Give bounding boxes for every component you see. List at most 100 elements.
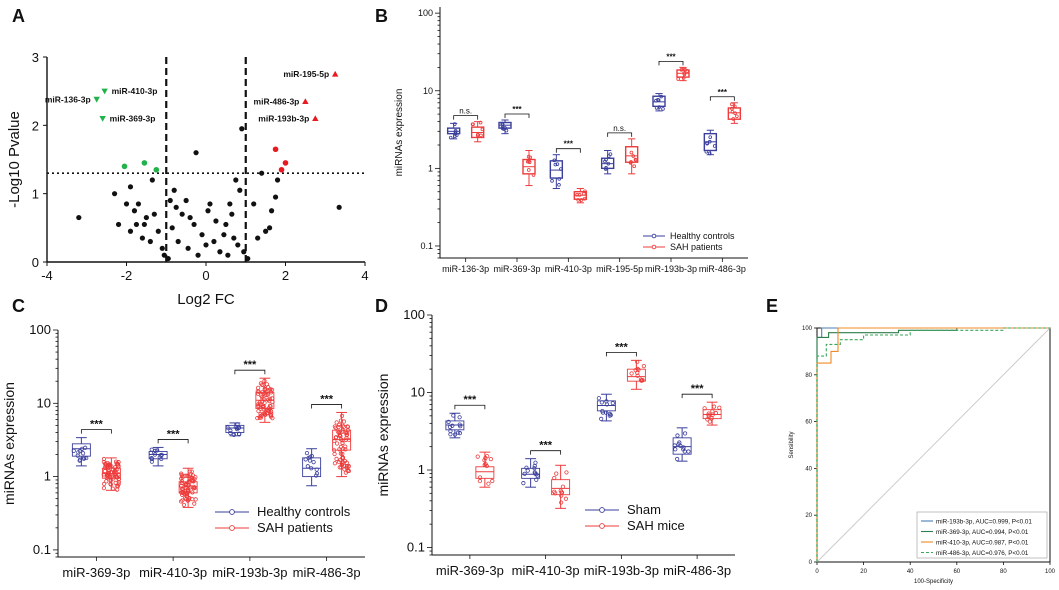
data-point bbox=[179, 479, 184, 484]
volcano-point-ns bbox=[336, 204, 342, 210]
volcano-point-ns bbox=[139, 235, 145, 241]
data-point bbox=[193, 497, 198, 502]
data-point bbox=[681, 76, 686, 80]
legend-label: miR-486-3p, AUC=0.976, P<0.01 bbox=[936, 550, 1029, 557]
data-point bbox=[717, 405, 722, 410]
data-point bbox=[270, 396, 275, 401]
data-point bbox=[657, 105, 662, 109]
y-tick-label: 40 bbox=[805, 466, 812, 472]
volcano-point-ns bbox=[251, 201, 257, 207]
data-point bbox=[713, 410, 719, 416]
data-point bbox=[261, 383, 266, 388]
data-point bbox=[185, 498, 190, 503]
data-point bbox=[661, 107, 665, 111]
data-point bbox=[233, 424, 238, 430]
data-point bbox=[702, 406, 707, 411]
volcano-point-ns bbox=[165, 255, 171, 262]
data-point bbox=[451, 413, 456, 418]
x-tick-label: miR-369-3p bbox=[436, 563, 504, 578]
data-point bbox=[604, 399, 609, 404]
data-point bbox=[116, 464, 121, 469]
data-point bbox=[255, 388, 260, 394]
data-point bbox=[446, 419, 451, 424]
data-point bbox=[522, 471, 527, 476]
significance-label: *** bbox=[320, 393, 334, 405]
data-point bbox=[483, 455, 488, 461]
data-point bbox=[673, 447, 678, 452]
significance-label: *** bbox=[666, 52, 676, 61]
volcano-point-down bbox=[153, 166, 160, 173]
significance-bracket bbox=[454, 404, 486, 410]
y-tick-label: 100 bbox=[29, 322, 51, 337]
volcano-point-up bbox=[272, 146, 279, 153]
y-tick-label: 1 bbox=[44, 469, 51, 484]
volcano-point-ns bbox=[183, 197, 189, 204]
volcano-point-ns bbox=[161, 252, 167, 258]
legend-label: Sham bbox=[627, 502, 661, 517]
data-point bbox=[231, 432, 237, 437]
y-axis-label: -Log10 Pvalue bbox=[6, 111, 23, 208]
data-point bbox=[266, 397, 271, 402]
data-point bbox=[557, 177, 562, 181]
volcano-point-ns bbox=[175, 238, 181, 245]
panel-label: B bbox=[375, 6, 388, 26]
data-point bbox=[341, 419, 347, 424]
data-point bbox=[102, 461, 108, 466]
data-point bbox=[84, 455, 89, 461]
data-point bbox=[532, 466, 537, 471]
data-point bbox=[478, 120, 483, 125]
data-point bbox=[256, 408, 261, 414]
volcano-point-ns bbox=[233, 177, 239, 183]
data-point bbox=[632, 164, 636, 168]
x-axis-label: Log2 FC bbox=[177, 291, 235, 308]
volcano-point-ns bbox=[268, 208, 275, 214]
volcano-point-ns bbox=[272, 194, 279, 200]
x-tick-label: miR-193b-3p bbox=[645, 264, 697, 274]
data-point bbox=[340, 429, 345, 435]
significance-label: *** bbox=[512, 105, 522, 114]
data-point bbox=[629, 150, 634, 155]
x-tick-label: miR-369-3p bbox=[62, 565, 130, 580]
volcano-point-ns bbox=[147, 238, 153, 245]
volcano-point-ns bbox=[231, 235, 237, 241]
legend-marker bbox=[651, 244, 657, 250]
data-point bbox=[453, 131, 458, 136]
legend-label: Healthy controls bbox=[670, 231, 735, 241]
x-tick-label: miR-136-3p bbox=[442, 264, 489, 274]
volcano-point-ns bbox=[149, 177, 155, 183]
data-point bbox=[635, 359, 640, 365]
data-point bbox=[179, 480, 184, 486]
data-point bbox=[635, 366, 640, 371]
data-point bbox=[234, 426, 239, 431]
volcano-point-ns bbox=[205, 208, 211, 214]
data-point bbox=[346, 463, 351, 469]
data-point bbox=[269, 411, 274, 416]
significance-label: *** bbox=[243, 359, 257, 371]
data-point bbox=[526, 168, 531, 172]
volcano-label: miR-369-3p bbox=[110, 114, 156, 124]
data-point bbox=[257, 400, 262, 405]
data-point bbox=[557, 183, 561, 187]
data-point bbox=[228, 428, 233, 433]
data-point bbox=[101, 486, 107, 491]
legend-label: SAH patients bbox=[670, 242, 723, 252]
data-point bbox=[712, 144, 717, 148]
data-point bbox=[559, 493, 564, 498]
data-point bbox=[186, 473, 191, 478]
data-point bbox=[682, 431, 688, 436]
data-point bbox=[500, 125, 505, 130]
data-point bbox=[340, 451, 345, 456]
y-tick-label: 0.1 bbox=[407, 539, 425, 554]
data-point bbox=[448, 432, 453, 437]
data-point bbox=[102, 481, 107, 486]
data-point bbox=[452, 432, 458, 437]
y-tick-label: 0 bbox=[809, 560, 813, 566]
volcano-point-ns bbox=[115, 221, 122, 228]
data-point bbox=[180, 486, 185, 491]
volcano-point-ns bbox=[173, 204, 179, 210]
significance-label: *** bbox=[691, 383, 705, 395]
data-point bbox=[258, 415, 264, 420]
data-point bbox=[559, 500, 564, 505]
data-point bbox=[656, 97, 660, 102]
data-point bbox=[596, 396, 601, 401]
